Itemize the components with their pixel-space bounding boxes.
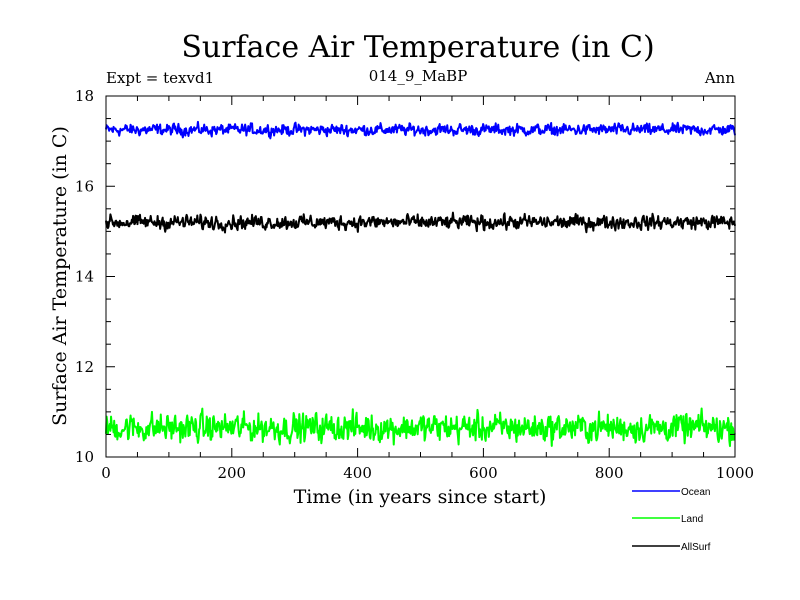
x-tick-label: 400	[343, 464, 372, 482]
experiment-label: Expt = texvd1	[106, 69, 214, 87]
x-tick-label: 600	[469, 464, 498, 482]
y-axis-label: Surface Air Temperature (in C)	[49, 126, 71, 426]
x-tick-label: 200	[217, 464, 246, 482]
season-label: Ann	[704, 69, 735, 87]
x-tick-label: 1000	[716, 464, 754, 482]
y-tick-label: 16	[75, 177, 94, 195]
x-axis-label: Time (in years since start)	[294, 486, 547, 508]
y-tick-label: 18	[75, 87, 94, 105]
series-line-allsurf	[105, 211, 736, 234]
legend-label-land: Land	[681, 514, 703, 525]
plot-frame	[105, 95, 736, 458]
legend-label-ocean: Ocean	[681, 487, 710, 498]
ticks-layer: 0 200 400 600 800 1000 10 12 14 16 18	[75, 87, 754, 482]
legend: Ocean Land AllSurf	[632, 487, 711, 553]
chart-title: Surface Air Temperature (in C)	[181, 30, 654, 65]
y-tick-label: 12	[75, 358, 94, 376]
y-tick-label: 10	[75, 448, 94, 466]
legend-label-allsurf: AllSurf	[681, 542, 711, 553]
x-tick-label: 800	[595, 464, 624, 482]
y-tick-label: 14	[75, 268, 94, 286]
x-tick-label: 0	[101, 464, 111, 482]
series-line-land	[105, 407, 736, 448]
series-line-ocean	[105, 120, 736, 140]
series-layer	[105, 120, 736, 448]
chart-subtitle: 014_9_MaBP	[369, 67, 468, 85]
